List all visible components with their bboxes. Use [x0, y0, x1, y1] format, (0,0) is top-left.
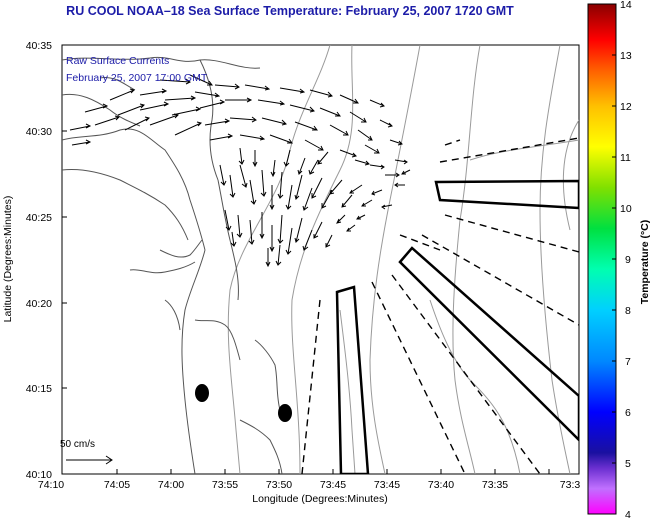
colorbar-tick-label: 9 — [625, 254, 631, 266]
map-title: RU COOL NOAA–18 Sea Surface Temperature:… — [66, 4, 514, 18]
colorbar-tick-label: 8 — [625, 305, 631, 317]
colorbar-tick-label: 5 — [625, 458, 631, 470]
station-marker — [278, 404, 292, 422]
x-tick-label: 73:40 — [428, 479, 454, 491]
scale-arrow — [66, 455, 113, 465]
y-tick-label: 40:20 — [26, 298, 52, 310]
x-tick-label-73-45: 73:45 — [374, 479, 400, 491]
colorbar — [587, 3, 617, 515]
x-tick-label: 73:3 — [560, 479, 581, 491]
scale-label: 50 cm/s — [60, 439, 95, 450]
colorbar-tick-label: 14 — [620, 0, 632, 11]
y-tick-labels: 40:35 40:30 40:25 40:20 40:15 40:10 — [26, 40, 52, 481]
y-tick-label: 40:15 — [26, 383, 52, 395]
y-tick-label: 40:30 — [26, 126, 52, 138]
footprint-polygons — [335, 179, 579, 474]
x-tick-labels: 74:10 74:05 74:00 73:55 73:50 73:45 73:4… — [38, 479, 581, 491]
x-tick-label: 73:55 — [212, 479, 238, 491]
colorbar-tick-label: 13 — [620, 50, 632, 62]
colorbar-tick-label: 12 — [620, 101, 632, 113]
x-tick-label: 74:10 — [38, 479, 64, 491]
x-tick-label: 74:00 — [158, 479, 184, 491]
legend-line-2: February 25, 2007 17:00 GMT — [66, 72, 208, 84]
legend-line-1: Raw Surface Currents — [66, 55, 169, 67]
axis-ticks — [61, 44, 550, 475]
x-tick-label: 74:05 — [104, 479, 130, 491]
colorbar-ticks — [612, 54, 616, 464]
y-axis-label: Latitude (Degrees:Minutes) — [2, 196, 14, 323]
colorbar-label: Temperature (°C) — [639, 220, 651, 305]
y-tick-label: 40:35 — [26, 40, 52, 52]
y-tick-label: 40:10 — [26, 469, 52, 481]
x-tick-label: 73:45 — [320, 479, 346, 491]
x-tick-label: 73:35 — [482, 479, 508, 491]
dashed-radials — [301, 137, 579, 474]
coastline — [62, 56, 283, 474]
colorbar-tick-label: 10 — [620, 203, 632, 215]
colorbar-tick-label: 4 — [625, 509, 631, 519]
surface-current-vectors — [69, 74, 411, 268]
map-frame — [61, 44, 580, 475]
y-tick-label: 40:25 — [26, 212, 52, 224]
x-axis-label: Longitude (Degrees:Minutes) — [252, 493, 387, 505]
colorbar-tick-label: 6 — [625, 407, 631, 419]
colorbar-tick-label: 7 — [625, 356, 631, 368]
colorbar-tick-labels: 14 13 12 11 10 9 8 7 6 5 4 — [620, 0, 632, 519]
station-marker — [195, 384, 209, 402]
x-tick-label: 73:50 — [266, 479, 292, 491]
colorbar-tick-label: 11 — [620, 152, 631, 164]
